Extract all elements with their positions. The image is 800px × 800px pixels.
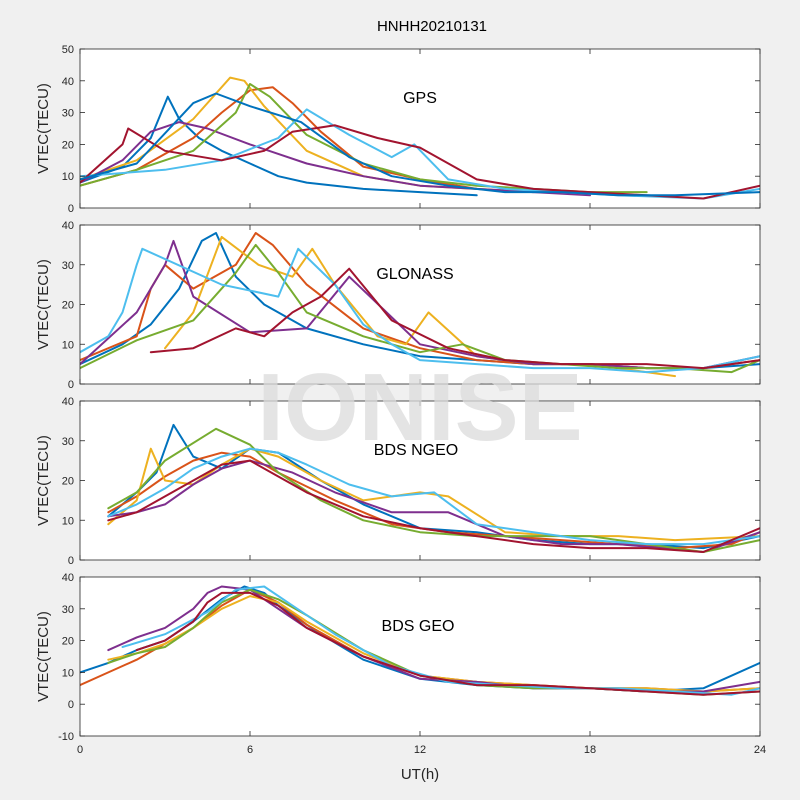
y-tick-label: 40 [62,220,74,232]
y-tick-label: 40 [62,396,74,408]
y-tick-label: 30 [62,436,74,448]
x-axis-label: UT(h) [401,766,439,783]
y-tick-label: 0 [68,203,74,215]
y-tick-label: 0 [68,555,74,567]
y-axis-label: VTEC(TECU) [35,83,52,174]
plot-area [80,577,760,736]
x-tick-label: 6 [247,744,253,756]
x-tick-label: 12 [414,744,426,756]
y-tick-label: 20 [62,476,74,488]
y-tick-label: 10 [62,667,74,679]
y-tick-label: 30 [62,260,74,272]
series-line-5 [107,447,760,546]
figure-title: HNHH20210131 [377,18,487,35]
series-line-0 [80,95,478,197]
y-tick-label: 0 [68,379,74,391]
y-tick-label: 40 [62,572,74,584]
y-tick-label: 50 [62,44,74,56]
y-tick-label: 40 [62,76,74,88]
y-axis-label: VTEC(TECU) [35,259,52,350]
panel-label: BDS GEO [382,618,455,635]
series-line-7 [80,92,760,197]
panel-label: GPS [403,90,437,107]
watermark-text: IONISE [257,354,582,461]
series-group [80,232,760,378]
panel-0: 0 10 20 30 40 50 VTEC(TECU) GPS [35,44,761,215]
series-line-6 [135,591,760,696]
plot-area [80,225,760,384]
y-tick-label: 30 [62,604,74,616]
y-tick-label: 30 [62,108,74,120]
y-tick-label: 20 [62,636,74,648]
y-tick-label: 10 [62,339,74,351]
series-line-6 [107,459,760,553]
series-group [107,423,760,553]
series-group [80,76,760,200]
panel-label: GLONASS [376,266,453,283]
series-line-3 [107,459,760,553]
y-tick-label: 20 [62,300,74,312]
panels-group: 0 10 20 30 40 50 VTEC(TECU) GPS 0 10 20 30 40 VTEC(TE… [35,44,766,756]
x-tick-label: 24 [754,744,766,756]
series-line-4 [107,427,760,553]
series-line-6 [149,267,760,370]
y-tick-label: 10 [62,171,74,183]
y-tick-label: 0 [68,699,74,711]
series-line-5 [80,247,760,374]
series-line-6 [80,124,760,200]
y-tick-label: 10 [62,515,74,527]
plot-area [80,49,760,208]
panel-label: BDS NGEO [374,442,458,459]
y-tick-label: 20 [62,139,74,151]
y-axis-label: VTEC(TECU) [35,435,52,526]
y-tick-label: -10 [58,731,74,743]
y-axis-label: VTEC(TECU) [35,611,52,702]
series-group [80,585,760,696]
panel-1: 0 10 20 30 40 VTEC(TECU) GLONASS [35,220,761,391]
x-tick-label: 18 [584,744,596,756]
x-tick-label: 0 [77,744,83,756]
panel-2: 0 10 20 30 40 VTEC(TECU) BDS NGEO [35,396,761,567]
series-line-3 [80,239,760,370]
